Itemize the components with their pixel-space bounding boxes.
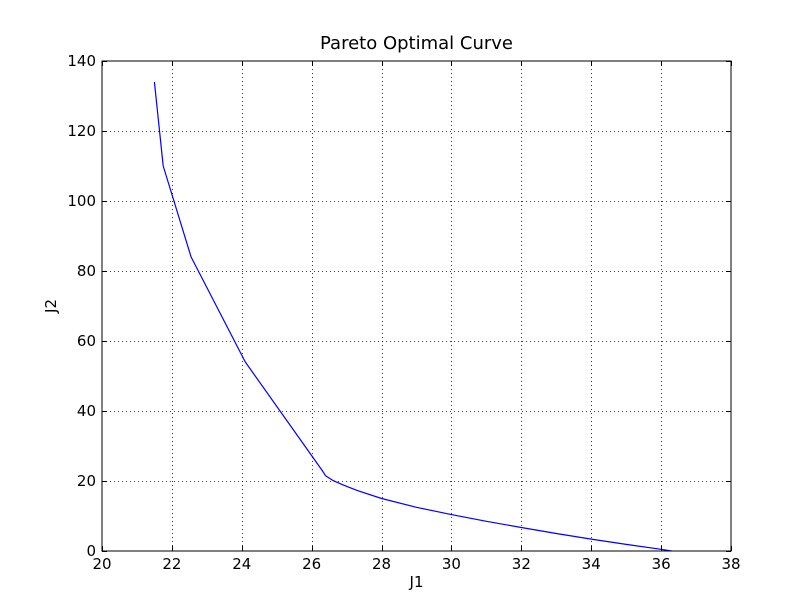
y-tick-label: 60 xyxy=(77,332,96,350)
y-tick-label: 40 xyxy=(77,402,96,420)
x-tick-label: 24 xyxy=(232,555,251,573)
y-tick-label: 20 xyxy=(77,472,96,490)
grid-lines xyxy=(102,61,731,551)
chart-title: Pareto Optimal Curve xyxy=(320,33,513,54)
y-tick-labels: 0 20 40 60 80 100 120 140 xyxy=(67,52,96,560)
x-tick-label: 26 xyxy=(302,555,321,573)
y-tick-label: 100 xyxy=(67,192,96,210)
x-tick-labels: 20 22 24 26 28 30 32 34 36 38 xyxy=(92,555,740,573)
x-tick-label: 38 xyxy=(721,555,740,573)
y-tick-label: 0 xyxy=(86,542,96,560)
x-tick-label: 34 xyxy=(582,555,601,573)
x-tick-label: 36 xyxy=(652,555,671,573)
series-lines xyxy=(153,81,672,552)
x-tick-label: 20 xyxy=(92,555,111,573)
x-tick-label: 28 xyxy=(372,555,391,573)
tick-marks xyxy=(102,61,732,552)
x-tick-label: 30 xyxy=(442,555,461,573)
y-axis-label: J2 xyxy=(42,299,60,314)
x-tick-label: 32 xyxy=(512,555,531,573)
y-tick-label: 140 xyxy=(67,52,96,70)
x-tick-label: 22 xyxy=(162,555,181,573)
x-axis-label: J1 xyxy=(409,573,424,591)
plot-area-frame xyxy=(101,60,732,552)
y-tick-label: 80 xyxy=(77,262,96,280)
pareto-curve-line xyxy=(153,81,672,552)
y-tick-label: 120 xyxy=(67,122,96,140)
